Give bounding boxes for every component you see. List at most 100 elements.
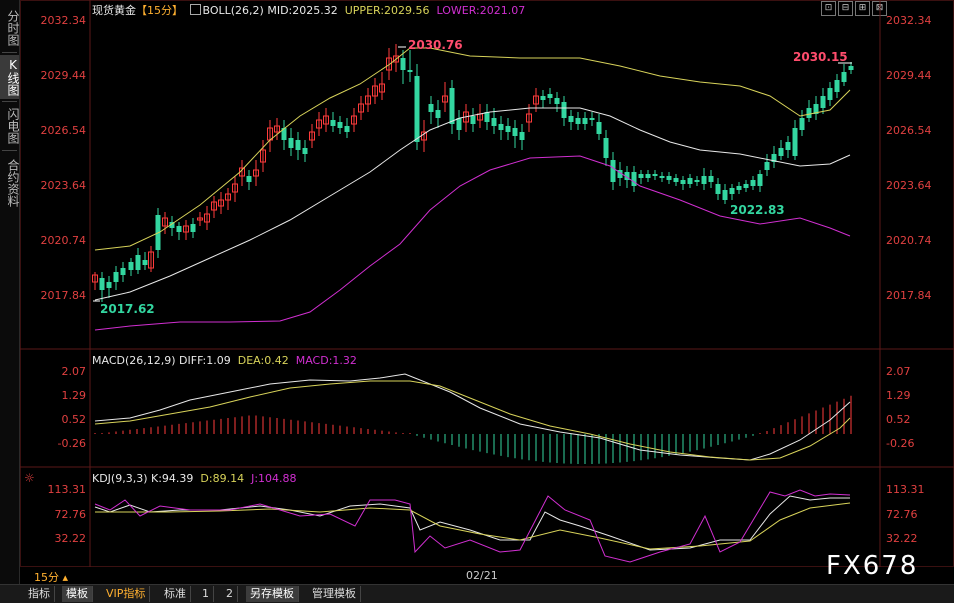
candle-body [358,103,364,113]
candle-body [750,180,756,186]
candle-body [253,169,259,177]
candle-body [92,274,98,283]
price-tick-right: 2017.84 [886,289,932,302]
boll-mid: MID:2025.32 [267,4,338,17]
candle-body [841,72,847,82]
annotation-high: 2030.76 [408,38,463,52]
date-label: 02/21 [466,569,498,582]
tab-template[interactable]: 模板 [62,586,93,602]
boll-label: BOLL(26,2) [202,4,264,17]
price-tick-right: 2026.54 [886,124,932,137]
macd-label: MACD(26,12,9) [92,354,176,367]
candle-body [757,174,763,186]
manage-template-button[interactable]: 管理模板 [308,586,361,602]
kdj-k: K:94.39 [151,472,194,485]
candle-body [540,96,546,100]
sidebar-item-flash-chart[interactable]: 闪电图 [6,108,20,144]
macd-tick-right: 2.07 [886,365,911,378]
symbol-name: 现货黄金 [92,4,136,17]
save-template-button[interactable]: 另存模板 [246,586,299,602]
sidebar-item-time-chart[interactable]: 分时图 [6,10,20,46]
candle-body [680,180,686,184]
macd-tick-right: -0.26 [886,437,914,450]
candle-body [183,225,189,233]
candle-body [638,174,644,178]
candle-body [365,95,371,105]
candle-body [575,118,581,124]
candle-body [225,193,231,201]
candle-body [414,76,420,142]
candle-body [617,170,623,178]
candle-body [729,188,735,194]
window-maximize-icon[interactable]: ⊞ [855,1,870,16]
macd-dea-line [94,380,851,461]
kdj-settings-icon[interactable]: ☼ [24,471,35,485]
candle-body [820,96,826,108]
boll-lower: LOWER:2021.07 [436,4,526,17]
candle-body [428,104,434,112]
price-tick-left: 2017.84 [41,289,87,302]
candle-body [673,178,679,182]
period-selector[interactable]: 15分 ▴ [34,571,69,584]
tab-template-1[interactable]: 1 [198,586,214,602]
price-tick-left: 2032.34 [41,14,87,27]
candle-body [135,255,141,270]
price-tick-left: 2023.64 [41,179,87,192]
candle-body [743,184,749,188]
candle-body [176,226,182,232]
macd-tick-left: 0.52 [62,413,87,426]
main-legend: 现货黄金【15分】 BOLL(26,2) MID:2025.32 UPPER:2… [92,2,525,18]
price-tick-left: 2020.74 [41,234,87,247]
kdj-tick-left: 72.76 [55,508,87,521]
indicator-axes: 2.07 2.07 1.29 1.29 0.52 0.52 -0.26 -0.26 113.31… [48,365,925,545]
candle-body [701,176,707,184]
candle-body [99,278,105,290]
candle-body [582,118,588,124]
candle-body [834,80,840,92]
indicator-settings-icon[interactable] [189,4,201,15]
candle-body [351,115,357,125]
candle-body [435,110,441,118]
candle-body [128,262,134,270]
candle-body [806,108,812,118]
candle-body [190,224,196,232]
tab-indicator[interactable]: 指标 [24,586,55,602]
price-annotations: 2030.76 2030.15 2022.83 2017.62 [93,38,852,316]
candle-body [330,120,336,126]
candle-body [694,180,700,182]
candle-body [624,172,630,180]
price-tick-right: 2020.74 [886,234,932,247]
candle-body [526,113,532,123]
candle-body [148,251,154,269]
window-restore-icon[interactable]: ⊡ [821,1,836,16]
sidebar-item-k-chart[interactable]: K线图 [0,55,20,99]
candle-body [218,199,224,207]
candle-body [337,122,343,128]
boll-mid-line [94,107,851,301]
candle-body [288,138,294,148]
macd-tick-right: 1.29 [886,389,911,402]
candle-body [400,58,406,70]
price-tick-left: 2026.54 [41,124,87,137]
candle-body [848,66,854,70]
sidebar-item-contract-info[interactable]: 合约资料 [6,159,20,207]
kdj-tick-left: 32.22 [55,532,87,545]
kdj-label: KDJ(9,3,3) [92,472,148,485]
window-minimize-icon[interactable]: ⊟ [838,1,853,16]
kdj-j: J:104.88 [251,472,297,485]
candle-body [785,142,791,150]
candle-body [708,176,714,182]
macd-dea: DEA:0.42 [237,354,289,367]
candle-body [596,122,602,134]
candle-body [722,190,728,200]
candle-body [827,88,833,100]
kline-chart[interactable]: 2032.34 2029.44 2026.54 2023.64 2020.74 2017.… [20,0,954,584]
annotation-last-high: 2030.15 [793,50,848,64]
view-sidebar: 分时图 K线图 闪电图 合约资料 [0,0,20,584]
kdj-d: D:89.14 [200,472,245,485]
candle-body [799,118,805,130]
tab-template-2[interactable]: 2 [222,586,238,602]
tab-standard[interactable]: 标准 [160,586,191,602]
tab-vip-indicator[interactable]: VIP指标 [102,586,151,602]
boll-bands [94,47,851,331]
